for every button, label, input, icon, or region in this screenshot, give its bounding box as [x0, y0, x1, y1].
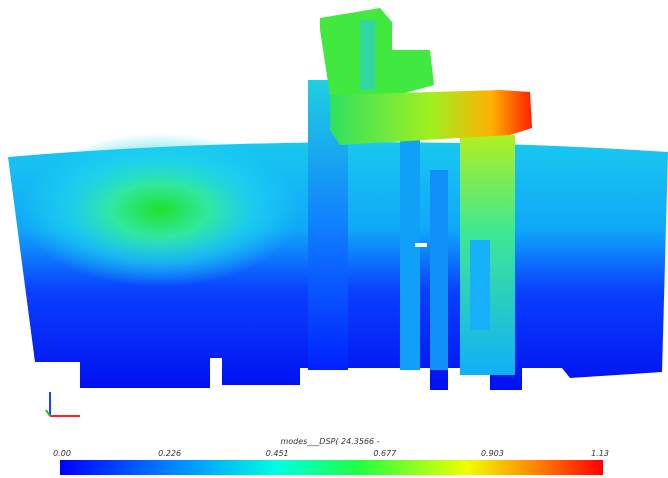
viewport: modes___DSP( 24.3566 - 0.00 0.226 0.451 0.6… — [0, 0, 668, 478]
colorbar-tick-label: 0.903 — [481, 449, 504, 458]
colorbar-tick-label: 0.226 — [158, 449, 181, 458]
colorbar-tick-label: 0.00 — [53, 449, 71, 458]
axis-triad — [46, 392, 80, 416]
colorbar-tick-label: 0.677 — [373, 449, 397, 458]
colorbar-ticks: 0.00 0.226 0.451 0.677 0.903 1.13 — [53, 449, 609, 458]
colorbar — [60, 460, 603, 475]
model — [8, 8, 668, 390]
colorbar-title: modes___DSP( 24.3566 - — [280, 437, 379, 446]
colorbar-tick-label: 1.13 — [591, 449, 609, 458]
colorbar-tick-label: 0.451 — [266, 449, 289, 458]
